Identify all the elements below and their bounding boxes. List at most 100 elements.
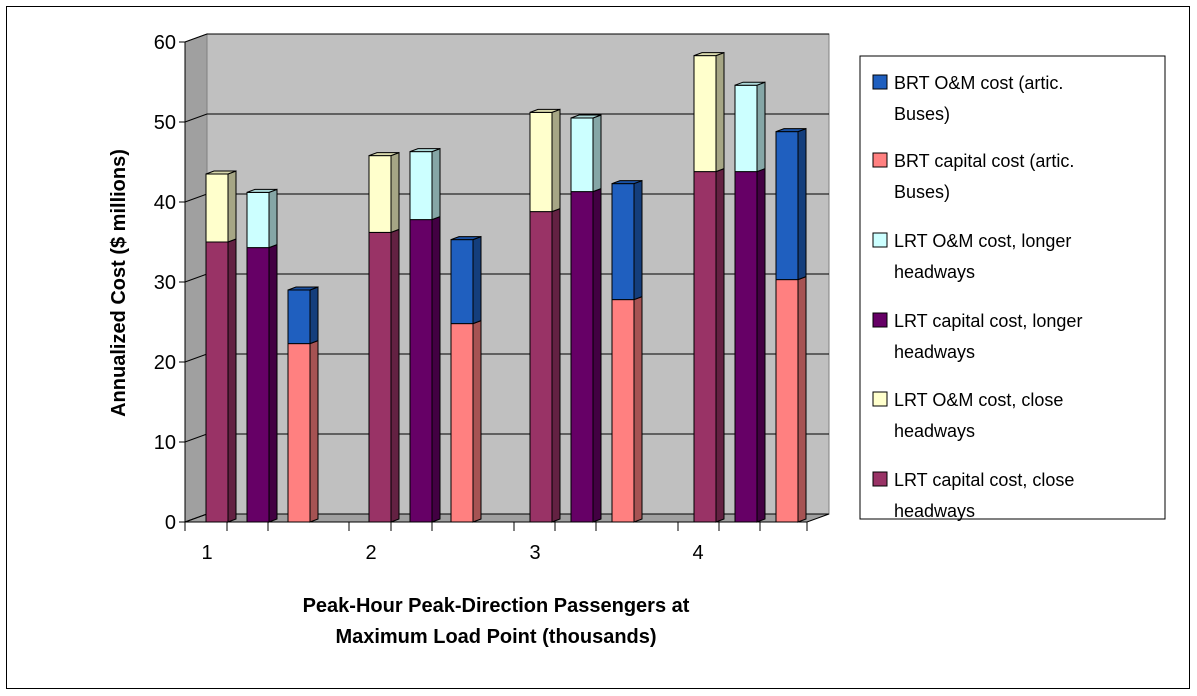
legend-swatch <box>872 312 888 328</box>
bar-top <box>529 108 561 113</box>
bar-top <box>246 188 278 193</box>
bar-segment <box>287 339 319 523</box>
bar-segment <box>570 187 602 523</box>
bar-side <box>390 151 400 234</box>
legend-swatch <box>872 391 888 407</box>
legend-label: Buses) <box>894 104 950 124</box>
bar-side <box>431 215 441 523</box>
bar-front <box>693 55 717 173</box>
y-tick-label: 10 <box>154 432 176 454</box>
legend-label: BRT O&M cost (artic. <box>894 73 1063 93</box>
y-tick-label: 20 <box>154 352 176 374</box>
bar-top <box>450 236 482 241</box>
bar-side <box>268 243 278 523</box>
bar-front <box>570 191 594 523</box>
bar-segment <box>368 151 400 234</box>
bar-front <box>205 241 229 523</box>
legend-swatch <box>872 74 888 90</box>
legend-label: LRT O&M cost, longer <box>894 231 1071 251</box>
bars <box>205 51 807 523</box>
bar-side <box>633 179 643 301</box>
legend: BRT O&M cost (artic. Buses) BRT capital co… <box>859 55 1166 521</box>
bar-segment <box>611 179 643 301</box>
floor <box>184 513 830 523</box>
bar-side <box>390 228 400 523</box>
bar-side <box>756 81 766 173</box>
bar-side <box>551 207 561 523</box>
bar-segment <box>529 108 561 213</box>
bar-side <box>715 167 725 523</box>
bar-segment <box>570 114 602 193</box>
bar-segment <box>611 295 643 523</box>
x-tick-label: 3 <box>529 542 540 564</box>
bar-front <box>611 183 635 301</box>
bar-side <box>633 295 643 523</box>
bar-segment <box>529 207 561 523</box>
bar-side <box>592 187 602 523</box>
y-tick-label: 0 <box>165 512 176 534</box>
bar-front <box>734 84 758 173</box>
legend-label: headways <box>894 501 975 521</box>
legend-label: LRT capital cost, close <box>894 470 1074 490</box>
bar-side <box>592 114 602 193</box>
bar-segment <box>693 167 725 523</box>
bar-side <box>268 188 278 249</box>
legend-swatch <box>872 471 888 487</box>
bar-front <box>368 231 392 523</box>
bar-side <box>797 127 807 281</box>
bar-front <box>775 131 799 281</box>
bar-side <box>472 319 482 523</box>
bar-segment <box>775 127 807 281</box>
bar-segment <box>450 319 482 523</box>
bar-front <box>287 289 311 345</box>
bar-top <box>693 52 725 57</box>
bar-front <box>287 343 311 523</box>
x-tick-label: 2 <box>365 542 376 564</box>
bar-segment <box>734 167 766 523</box>
bar-side <box>715 51 725 173</box>
bar-top <box>409 148 441 153</box>
legend-swatch <box>872 152 888 168</box>
bar-segment <box>205 238 237 523</box>
bar-front <box>409 151 433 221</box>
plot-area <box>184 33 830 523</box>
bar-segment <box>409 147 441 221</box>
bar-top <box>205 170 237 175</box>
bar-side <box>756 167 766 523</box>
bar-top <box>368 152 400 157</box>
bar-front <box>450 239 474 325</box>
bar-segment <box>734 81 766 173</box>
legend-label: LRT capital cost, longer <box>894 311 1082 331</box>
bar-front <box>529 211 553 523</box>
legend-label: BRT capital cost (artic. <box>894 151 1074 171</box>
bar-side <box>227 238 237 523</box>
gridline <box>184 113 829 123</box>
bar-top <box>570 114 602 119</box>
bar-segment <box>287 286 319 345</box>
legend-swatch <box>872 232 888 248</box>
x-tick-label: 1 <box>201 542 212 564</box>
bar-top <box>775 128 807 133</box>
bar-top <box>287 286 319 291</box>
bar-front <box>529 111 553 213</box>
axes <box>179 41 808 531</box>
x-axis-title-line-2: Maximum Load Point (thousands) <box>335 626 656 648</box>
bar-front <box>450 323 474 523</box>
bar-side <box>551 108 561 213</box>
bar-front <box>693 171 717 523</box>
legend-label: Buses) <box>894 182 950 202</box>
y-tick-label: 60 <box>154 32 176 54</box>
bar-side <box>431 147 441 221</box>
y-axis-title: Annualized Cost ($ millions) <box>108 149 130 417</box>
bar-side <box>797 275 807 523</box>
bar-segment <box>693 51 725 173</box>
bar-front <box>368 155 392 233</box>
bar-front <box>409 219 433 523</box>
bar-front <box>205 173 229 243</box>
legend-label: headways <box>894 262 975 282</box>
legend-label: headways <box>894 342 975 362</box>
gridline <box>184 33 829 43</box>
bar-segment <box>205 170 237 243</box>
bar-front <box>570 117 594 193</box>
